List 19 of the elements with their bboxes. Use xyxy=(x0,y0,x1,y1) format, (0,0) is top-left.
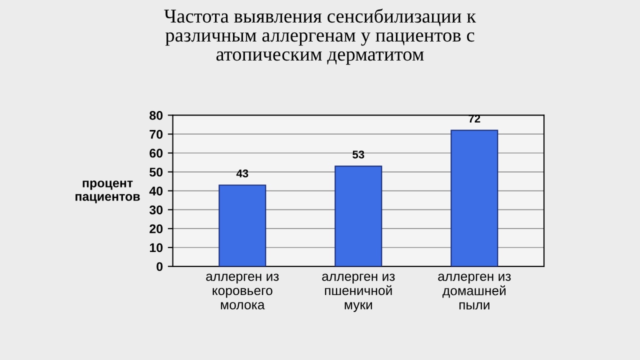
x-tick-label: аллерген из коровьего молока xyxy=(206,274,279,310)
y-tick-label: 70 xyxy=(150,130,163,139)
data-label: 53 xyxy=(352,150,364,158)
y-tick-label: 50 xyxy=(150,168,163,177)
y-axis-title: процент пациентов xyxy=(76,180,140,204)
x-tick-label: аллерген из пшеничной муки xyxy=(322,274,395,312)
y-tick-label: 40 xyxy=(149,186,163,196)
data-label: 43 xyxy=(236,170,248,178)
chart-title: Частота выявления сенсибилизации к различным аллергенам у пациентов с атопическим дерматитом xyxy=(164,8,476,65)
bar xyxy=(218,184,266,266)
y-tick-label: 30 xyxy=(149,206,163,214)
y-tick-label: 0 xyxy=(156,262,163,272)
y-tick-label: 80 xyxy=(150,111,163,120)
y-tick-label: 60 xyxy=(150,148,163,158)
x-tick-label: аллерген из домашней пыли xyxy=(438,274,511,310)
bar xyxy=(450,130,498,266)
bar xyxy=(334,166,382,266)
y-tick-label: 20 xyxy=(150,224,163,234)
y-tick-label: 10 xyxy=(150,243,163,252)
